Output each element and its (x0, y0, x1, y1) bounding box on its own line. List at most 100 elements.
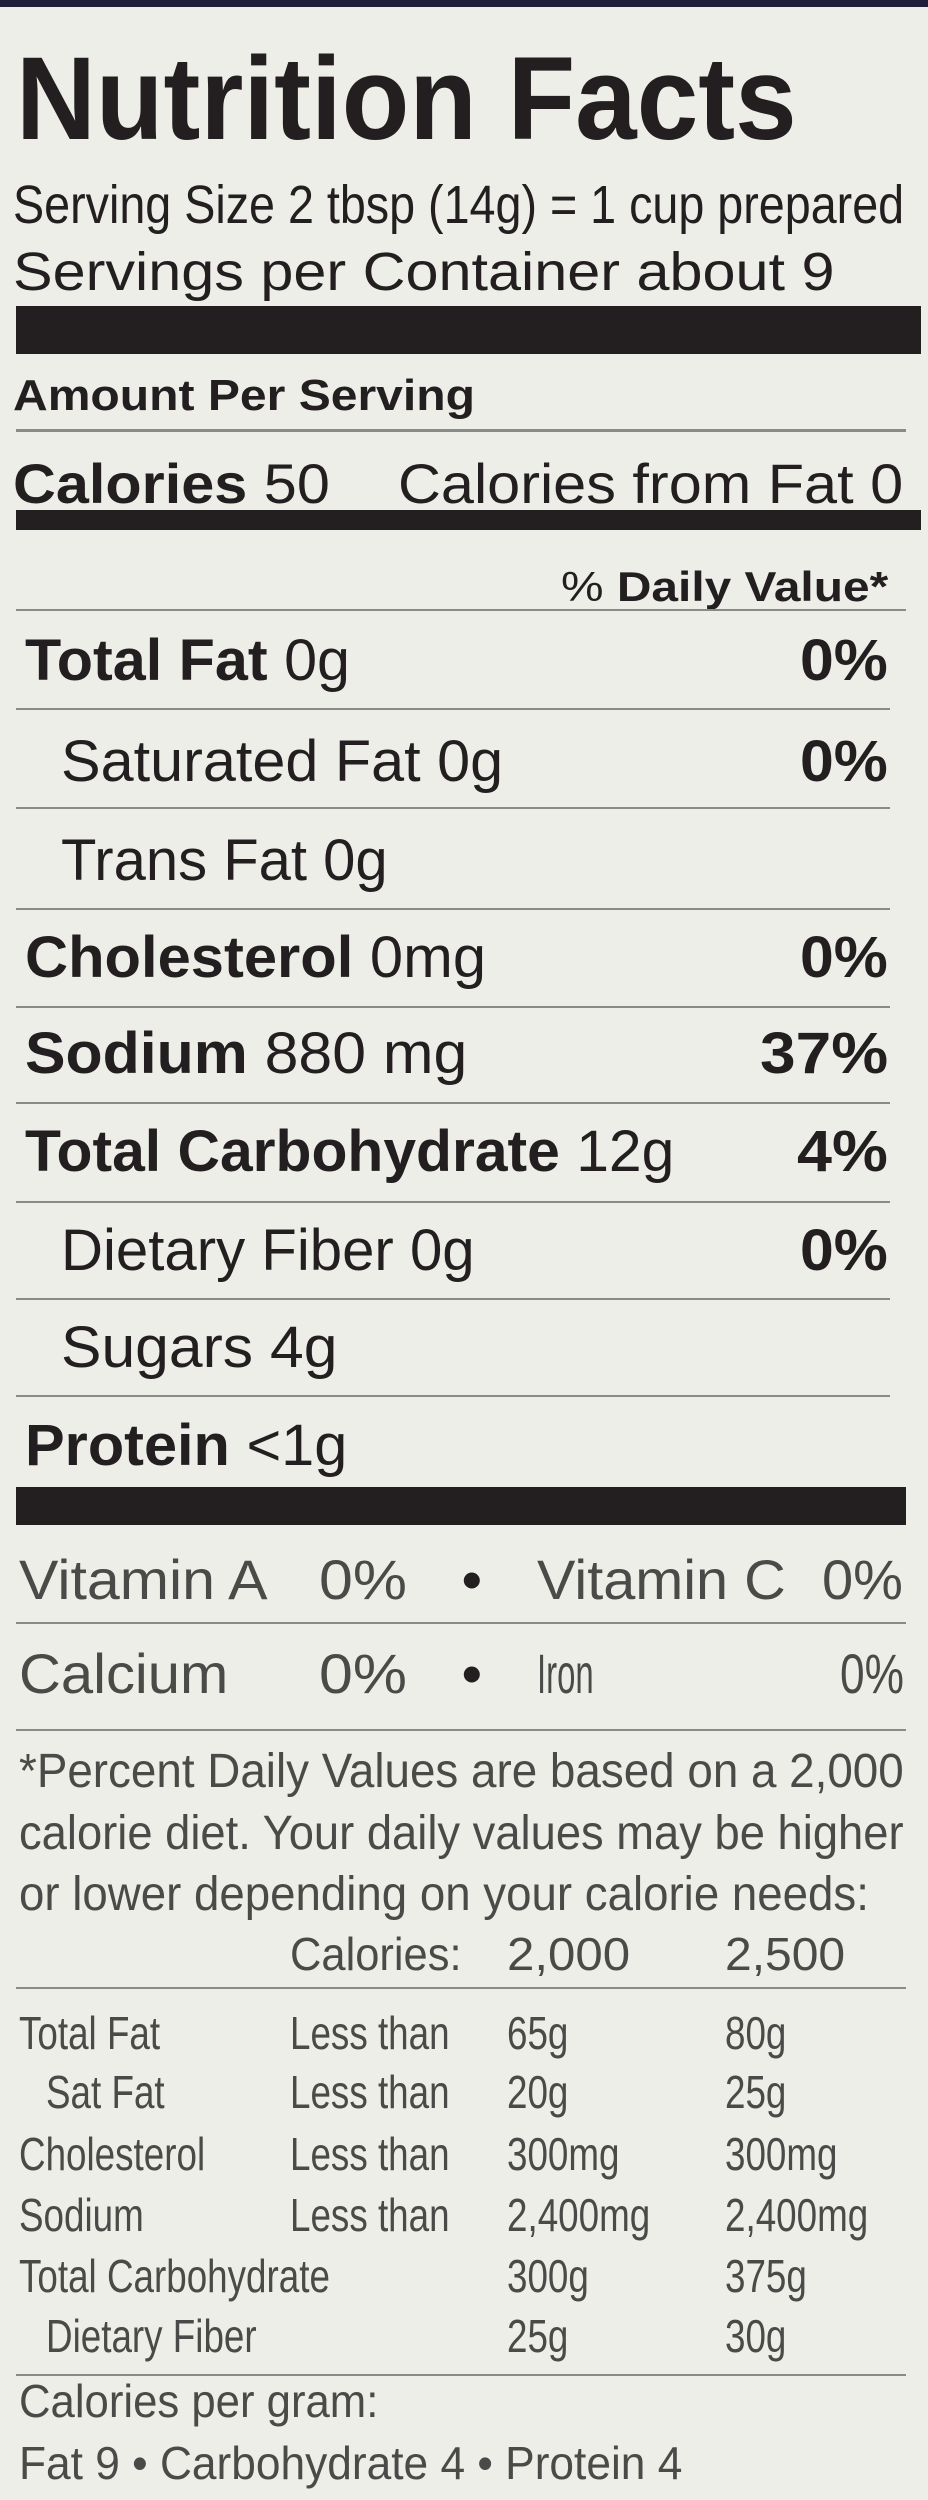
iron-dv: 0% (840, 1642, 904, 1705)
ref-nutrient: Sat Fat (46, 2066, 165, 2118)
nutrient-total-carbohydrate: Total Carbohydrate 12g (25, 1123, 674, 1181)
divider (16, 1395, 890, 1397)
thick-divider (16, 1487, 906, 1525)
nutrient-trans-fat: Trans Fat 0g (61, 832, 388, 890)
calories-label: Calories (13, 452, 248, 515)
divider (16, 708, 890, 710)
ref-header-2000: 2,000 (507, 1928, 631, 1980)
ref-nutrient: Sodium (19, 2189, 144, 2241)
footnote-line: *Percent Daily Values are based on a 2,0… (19, 1745, 904, 1798)
ref-value-2500: 30g (725, 2310, 787, 2362)
nutrient-dv: 0% (800, 925, 888, 990)
calcium-dv: 0% (319, 1642, 407, 1705)
nutrient-dietary-fiber: Dietary Fiber 0g (61, 1222, 475, 1280)
thick-divider (16, 306, 921, 354)
ref-value-2000: 65g (507, 2007, 569, 2059)
divider (16, 807, 890, 809)
vitamin-c-label: Vitamin C (537, 1548, 786, 1611)
nutrient-saturated-fat: Saturated Fat 0g (61, 733, 503, 791)
page-title: Nutrition Facts (16, 33, 797, 165)
calories-per-gram-values: Fat 9 • Carbohydrate 4 • Protein 4 (19, 2437, 683, 2489)
nutrient-name: Sodium (25, 1021, 248, 1086)
nutrient-dv: 0% (800, 628, 888, 693)
nutrient-name: Total Carbohydrate (25, 1119, 560, 1184)
nutrient-amount: 4g (269, 1315, 338, 1380)
nutrient-total-fat: Total Fat 0g (25, 632, 350, 690)
ref-value-2500: 375g (725, 2250, 807, 2302)
divider (16, 1622, 906, 1624)
ref-header-calories: Calories: (290, 1928, 462, 1980)
footnote-line: or lower depending on your calorie needs… (19, 1868, 869, 1921)
nutrient-amount: 0g (437, 729, 504, 794)
nutrient-amount: 12g (576, 1119, 675, 1184)
ref-value-2000: 25g (507, 2310, 569, 2362)
vitamin-c-dv: 0% (822, 1548, 903, 1611)
daily-value-header: % Daily Value* (561, 566, 888, 608)
top-border (0, 0, 928, 7)
divider (16, 908, 890, 910)
nutrient-amount: 880 mg (264, 1021, 468, 1086)
nutrient-sugars: Sugars 4g (61, 1319, 337, 1377)
calories-row: Calories 50 (13, 456, 330, 512)
bullet-separator: • (462, 1642, 482, 1705)
nutrient-amount: 0g (284, 628, 350, 693)
nutrient-dv: 0% (800, 729, 888, 794)
amount-per-serving: Amount Per Serving (13, 371, 475, 420)
divider (16, 1987, 906, 1989)
ref-value-2000: 20g (507, 2066, 569, 2118)
calories-per-gram-label: Calories per gram: (19, 2375, 379, 2427)
ref-nutrient: Dietary Fiber (46, 2310, 257, 2362)
divider (16, 2374, 906, 2376)
nutrient-amount: 0g (409, 1218, 475, 1283)
vitamin-a-dv: 0% (319, 1548, 407, 1611)
divider (16, 1006, 890, 1008)
ref-nutrient: Total Carbohydrate (19, 2250, 330, 2302)
medium-divider (16, 510, 921, 530)
nutrient-amount: 0mg (369, 925, 487, 990)
ref-value-2000: 300mg (507, 2128, 620, 2180)
vitamin-a-label: Vitamin A (19, 1548, 268, 1611)
footnote-line: calorie diet. Your daily values may be h… (19, 1807, 904, 1860)
ref-nutrient: Cholesterol (19, 2128, 206, 2180)
daily-value-label: Daily Value* (616, 563, 889, 610)
nutrient-name: Protein (25, 1413, 230, 1478)
divider (16, 1729, 906, 1731)
nutrient-name: Saturated Fat (61, 729, 421, 794)
nutrient-amount: 0g (323, 828, 388, 893)
bullet-separator: • (462, 1548, 482, 1611)
nutrient-name: Sugars (61, 1315, 254, 1380)
divider (16, 1298, 890, 1300)
iron-label: Iron (537, 1642, 594, 1705)
ref-value-2000: 2,400mg (507, 2189, 651, 2241)
ref-nutrient: Total Fat (19, 2007, 161, 2059)
ref-qualifier: Less than (290, 2066, 450, 2118)
nutrient-dv: 4% (797, 1119, 888, 1184)
divider (16, 609, 906, 611)
nutrient-dv: 0% (800, 1218, 888, 1283)
servings-per-container: Servings per Container about 9 (13, 242, 835, 302)
calcium-label: Calcium (19, 1642, 229, 1705)
nutrient-protein: Protein <1g (25, 1417, 347, 1475)
ref-value-2500: 80g (725, 2007, 787, 2059)
calories-value: 50 (263, 452, 330, 515)
percent-sign: % (561, 563, 604, 610)
calories-from-fat: Calories from Fat 0 (398, 452, 904, 515)
nutrient-name: Dietary Fiber (61, 1218, 394, 1283)
ref-header-2500: 2,500 (725, 1928, 846, 1980)
nutrient-name: Total Fat (25, 628, 268, 693)
nutrient-amount: <1g (246, 1413, 348, 1478)
nutrient-dv: 37% (760, 1021, 889, 1086)
nutrient-cholesterol: Cholesterol 0mg (25, 929, 486, 987)
nutrient-sodium: Sodium 880 mg (25, 1025, 467, 1083)
divider (16, 429, 906, 432)
ref-qualifier: Less than (290, 2189, 450, 2241)
ref-value-2500: 25g (725, 2066, 787, 2118)
ref-qualifier: Less than (290, 2007, 450, 2059)
nutrient-name: Cholesterol (25, 925, 354, 990)
ref-value-2000: 300g (507, 2250, 589, 2302)
divider (16, 1201, 890, 1203)
ref-value-2500: 2,400mg (725, 2189, 869, 2241)
divider (16, 1102, 890, 1104)
ref-qualifier: Less than (290, 2128, 450, 2180)
ref-value-2500: 300mg (725, 2128, 838, 2180)
